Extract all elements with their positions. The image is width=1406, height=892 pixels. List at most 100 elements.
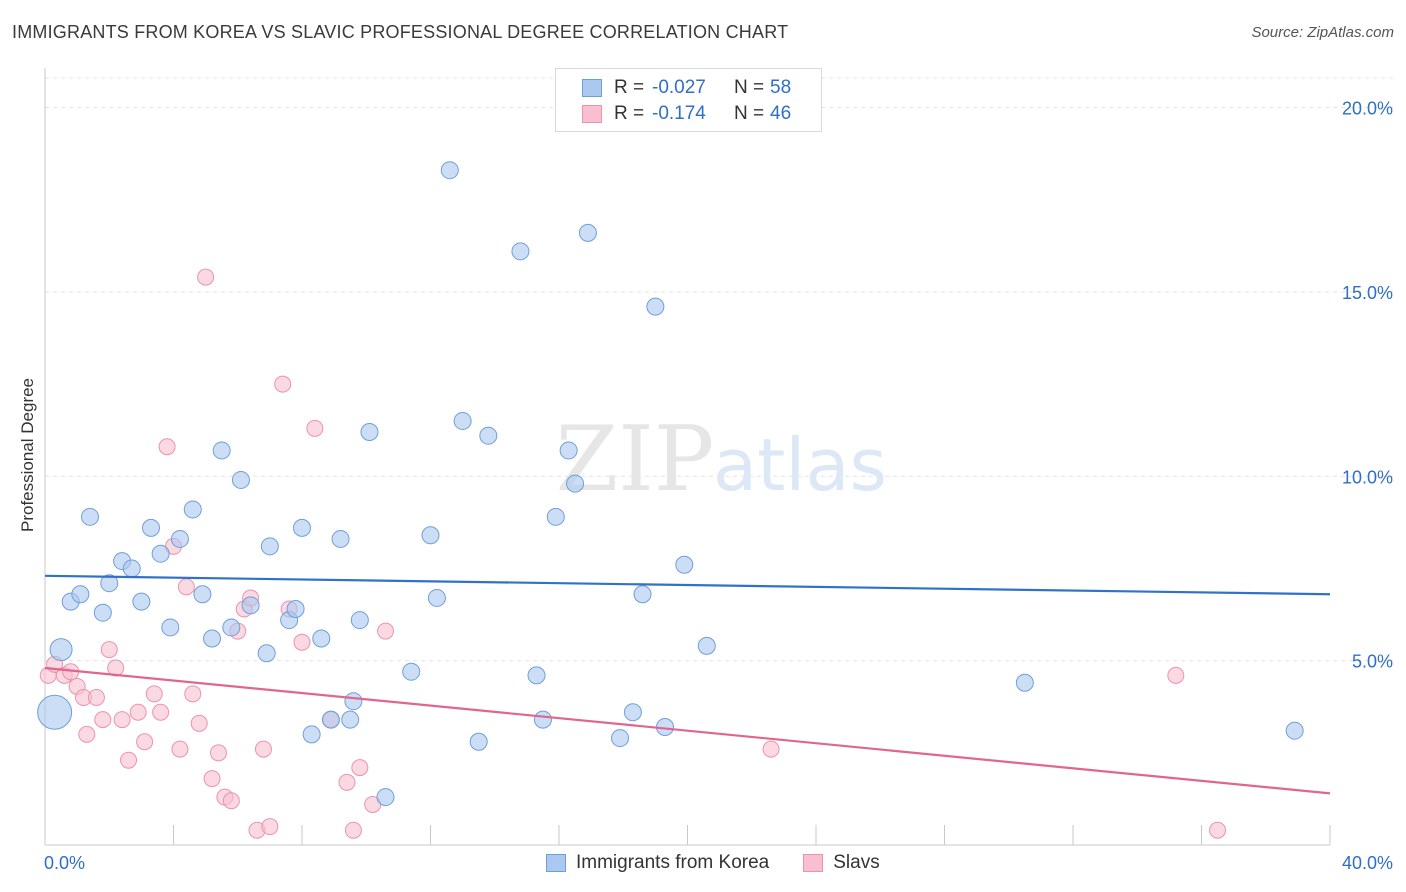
slavs-point [197,268,215,286]
x-tick-label: 40.0% [1342,853,1393,873]
slavs-point [78,725,96,743]
legend-swatch-slavs [582,105,602,123]
korea-point [37,694,73,730]
slavs-point [152,703,170,721]
korea-point [402,662,421,681]
legend-label-korea: Immigrants from Korea [576,852,770,873]
y-tick-label: 15.0% [1342,283,1393,303]
korea-point [646,297,665,316]
slavs-point [190,714,208,732]
korea-point [193,585,212,604]
legend-r-label: R = [614,103,645,124]
slavs-point [177,578,195,596]
korea-point [566,474,585,493]
x-tick-label: 0.0% [44,853,85,873]
korea-point [341,710,360,729]
slavs-point [351,759,369,777]
korea-point [170,529,189,548]
slavs-point [120,751,138,769]
slavs-points [39,268,1227,839]
korea-point [578,223,597,242]
korea-point [151,544,170,563]
y-tick-label: 20.0% [1342,99,1393,119]
slavs-point [184,685,202,703]
trendlines [44,574,1331,795]
korea-point [533,710,552,729]
watermark-zip: ZIP [556,407,715,512]
korea-point [49,638,73,662]
korea-point [203,629,222,648]
series-legend: Immigrants from Korea Slavs [546,852,914,874]
korea-point [241,596,260,615]
korea-point [321,710,340,729]
legend-item-slavs: Slavs [803,852,880,874]
legend-n-value: 58 [770,77,792,98]
slavs-point [203,770,221,788]
korea-point [293,518,311,537]
korea-point [611,729,630,748]
slavs-point [377,622,395,640]
chart-title: IMMIGRANTS FROM KOREA VS SLAVIC PROFESSI… [12,22,789,42]
korea-point [546,507,565,526]
korea-trendline [44,574,1331,596]
slavs-point [113,711,131,729]
korea-point [183,500,202,519]
korea-point [312,629,331,648]
slavs-point [1209,821,1227,839]
slavs-point [129,703,147,721]
korea-point [697,636,716,655]
legend-item-korea: Immigrants from Korea [546,852,769,874]
korea-point [331,529,350,548]
legend-r-label: R = [614,77,645,98]
korea-point [427,588,446,607]
legend-row-korea: R = -0.027 N = 58 [582,77,791,99]
korea-point [1285,721,1304,740]
slavs-point [171,740,189,758]
korea-point [71,585,90,604]
korea-point [231,470,250,489]
watermark-atlas: atlas [713,423,887,507]
korea-point [360,423,379,441]
korea-point [212,441,231,460]
korea-point [302,725,321,744]
legend-r-value: -0.027 [652,77,706,98]
korea-point [421,526,440,545]
korea-point [511,242,530,261]
legend-swatch-korea [582,79,602,97]
korea-point [376,788,395,807]
korea-point [633,585,652,604]
korea-point [80,507,99,526]
korea-point [161,618,180,637]
slavs-point [306,419,324,437]
y-tick-label: 5.0% [1352,652,1393,672]
slavs-point [293,633,311,651]
korea-point [527,666,546,685]
legend-row-slavs: R = -0.174 N = 46 [582,103,791,125]
slavs-point [762,740,780,758]
y-tick-label: 10.0% [1342,467,1393,487]
korea-point [344,692,363,711]
korea-point [675,555,694,574]
korea-point [257,644,276,663]
slavs-point [145,685,163,703]
slavs-point [338,773,356,791]
korea-point [142,518,161,537]
korea-point [469,732,488,751]
slavs-trendline [44,666,1331,795]
korea-point [260,537,279,556]
slavs-point [1167,666,1185,684]
slavs-point [274,375,292,393]
legend-swatch-slavs [803,854,824,872]
source-label: Source: ZipAtlas.com [1251,24,1394,41]
korea-point [623,703,642,722]
legend-n-value: 46 [770,103,792,124]
legend-r-value: -0.174 [652,103,706,124]
korea-point [286,600,305,618]
slavs-point [87,689,105,706]
korea-point [132,592,151,611]
slavs-point [254,740,272,758]
korea-point [93,603,112,622]
legend-swatch-korea [546,854,566,872]
grid-lines [45,77,1393,662]
